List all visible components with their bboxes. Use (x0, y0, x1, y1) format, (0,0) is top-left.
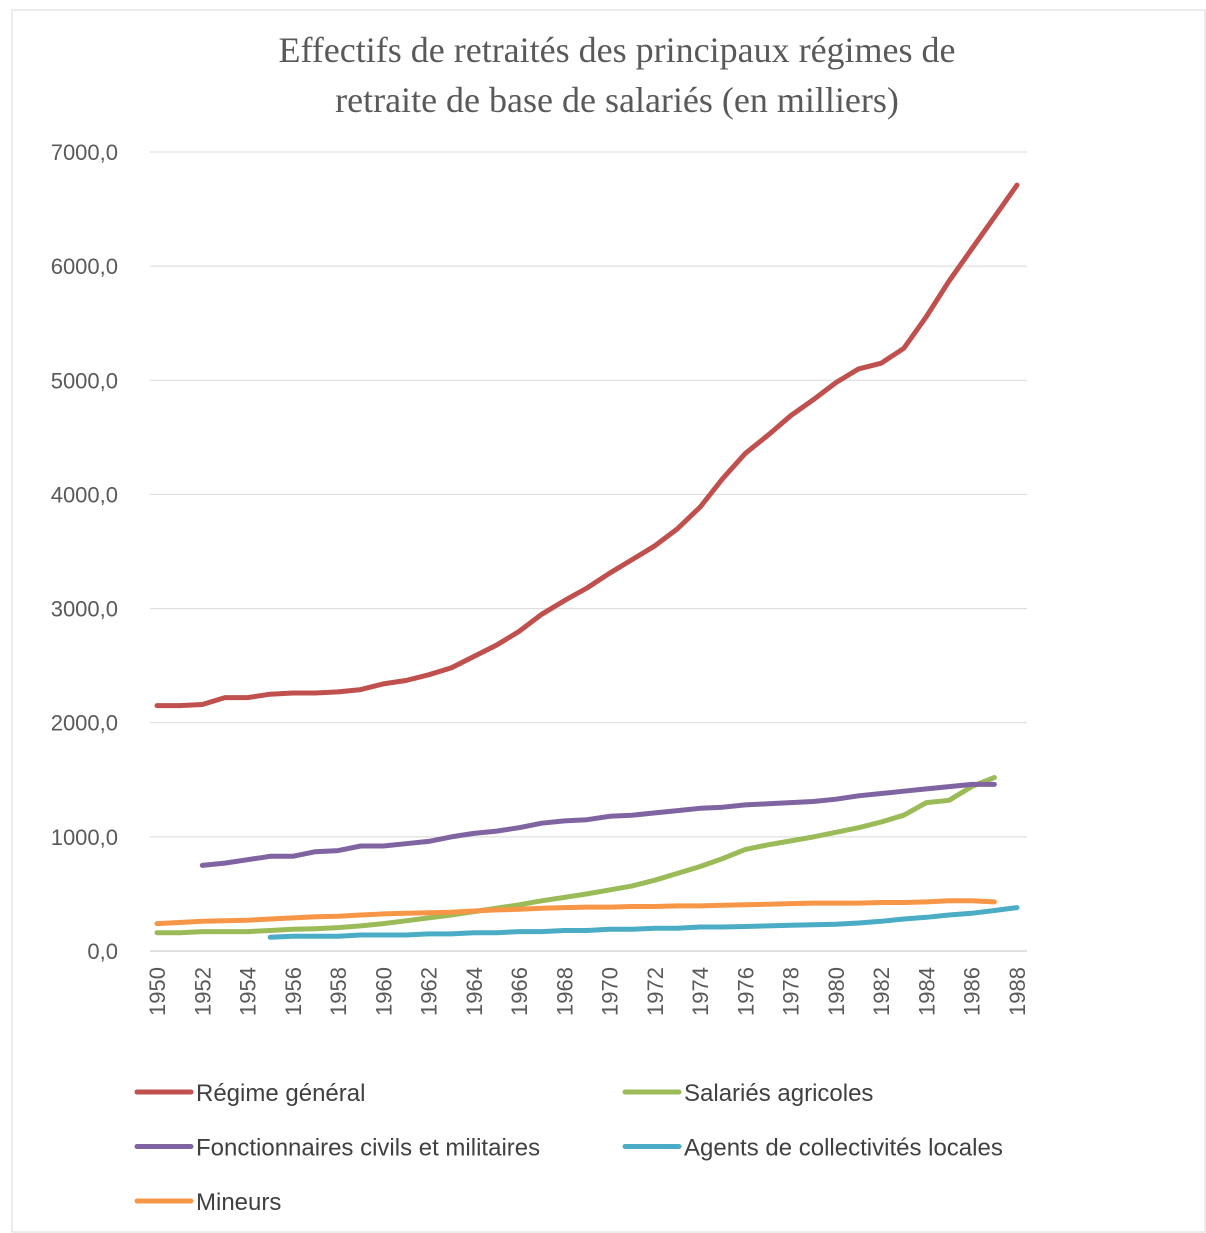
x-tick-label: 1978 (779, 967, 804, 1016)
legend-label: Mineurs (196, 1189, 281, 1216)
series-line (154, 182, 1020, 709)
x-tick-label: 1974 (688, 967, 713, 1016)
y-tick-label: 1000,0 (51, 825, 118, 850)
chart-title: Effectifs de retraités des principaux ré… (278, 30, 955, 70)
x-tick-label: 1952 (190, 967, 215, 1016)
x-tick-label: 1960 (371, 967, 396, 1016)
chart-border (11, 9, 1206, 1233)
y-tick-label: 4000,0 (51, 482, 118, 507)
legend-label: Agents de collectivités locales (684, 1135, 1003, 1162)
legend-label: Régime général (196, 1080, 365, 1107)
series-line (267, 905, 1020, 940)
y-tick-label: 5000,0 (51, 368, 118, 393)
series-line (154, 898, 997, 927)
y-tick-label: 0,0 (87, 939, 118, 964)
legend-label: Fonctionnaires civils et militaires (196, 1135, 540, 1162)
x-tick-label: 1964 (462, 967, 487, 1016)
chart-title: retraite de base de salariés (en millier… (335, 80, 899, 120)
legend-label: Salariés agricoles (684, 1080, 873, 1107)
x-tick-label: 1956 (281, 967, 306, 1016)
x-tick-label: 1976 (733, 967, 758, 1016)
y-tick-label: 3000,0 (51, 597, 118, 622)
x-tick-label: 1980 (824, 967, 849, 1016)
series-line (199, 781, 997, 868)
x-tick-label: 1982 (869, 967, 894, 1016)
x-tick-label: 1972 (643, 967, 668, 1016)
x-tick-label: 1954 (236, 967, 261, 1016)
x-tick-label: 1968 (552, 967, 577, 1016)
x-tick-label: 1950 (145, 967, 170, 1016)
y-tick-label: 2000,0 (51, 711, 118, 736)
x-tick-label: 1984 (914, 967, 939, 1016)
x-tick-label: 1970 (598, 967, 623, 1016)
series-line (154, 775, 997, 936)
y-tick-label: 7000,0 (51, 140, 118, 165)
x-tick-label: 1962 (417, 967, 442, 1016)
x-tick-label: 1988 (1005, 967, 1030, 1016)
x-tick-label: 1986 (960, 967, 985, 1016)
x-tick-label: 1966 (507, 967, 532, 1016)
x-tick-label: 1958 (326, 967, 351, 1016)
y-tick-label: 6000,0 (51, 254, 118, 279)
